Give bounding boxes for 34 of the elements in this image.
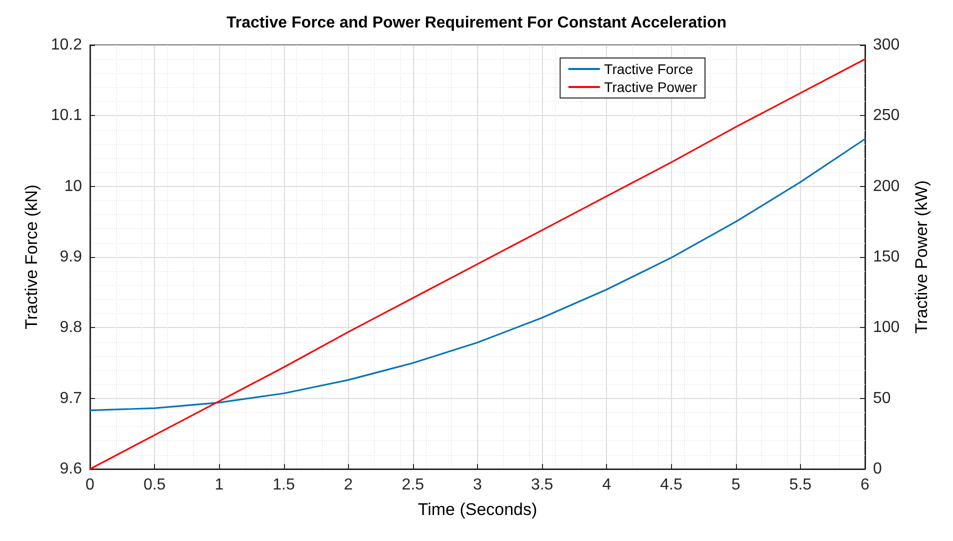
x-axis-title: Time (Seconds) <box>418 500 538 519</box>
x-tick-label: 0 <box>86 476 95 494</box>
line-series <box>89 138 866 412</box>
legend-label: Tractive Force <box>604 61 694 77</box>
y-axis-title: Tractive Force (kN) <box>22 184 41 330</box>
x-tick-label: 1.5 <box>272 476 295 494</box>
x-tick-label: 2.5 <box>402 476 424 494</box>
y-tick-label: 9.9 <box>60 248 82 266</box>
chart-title: Tractive Force and Power Requirement For Constant Acceleration <box>226 14 726 32</box>
y2-tick-label: 50 <box>873 390 891 407</box>
x-tick-label: 6 <box>860 476 870 494</box>
y-tick-label: 9.6 <box>60 460 82 478</box>
y2-tick-label: 0 <box>873 460 882 478</box>
x-tick-label: 2 <box>344 476 353 494</box>
y2-axis-title: Tractive Power (kW) <box>912 180 931 334</box>
x-tick-label: 4 <box>602 476 612 494</box>
y-tick-label: 10.2 <box>50 36 82 54</box>
x-tick-label: 1 <box>214 476 224 494</box>
y2-tick-label: 100 <box>873 319 900 336</box>
y2-tick-label: 250 <box>873 107 900 124</box>
legend-label: Tractive Power <box>604 79 698 95</box>
y-tick-label: 9.8 <box>60 319 82 336</box>
y2-tick-label: 200 <box>873 178 900 195</box>
x-tick-label: 3.5 <box>530 476 554 494</box>
x-tick-label: 0.5 <box>143 476 166 494</box>
x-tick-label: 3 <box>473 476 482 494</box>
y2-tick-label: 300 <box>873 36 900 54</box>
y-tick-label: 9.7 <box>60 390 82 407</box>
y2-tick-label: 150 <box>873 248 900 266</box>
y-tick-label: 10 <box>64 178 82 195</box>
y-tick-label: 10.1 <box>50 107 82 124</box>
x-tick-label: 5.5 <box>789 476 812 494</box>
x-tick-label: 5 <box>731 476 740 494</box>
x-tick-label: 4.5 <box>660 476 682 494</box>
